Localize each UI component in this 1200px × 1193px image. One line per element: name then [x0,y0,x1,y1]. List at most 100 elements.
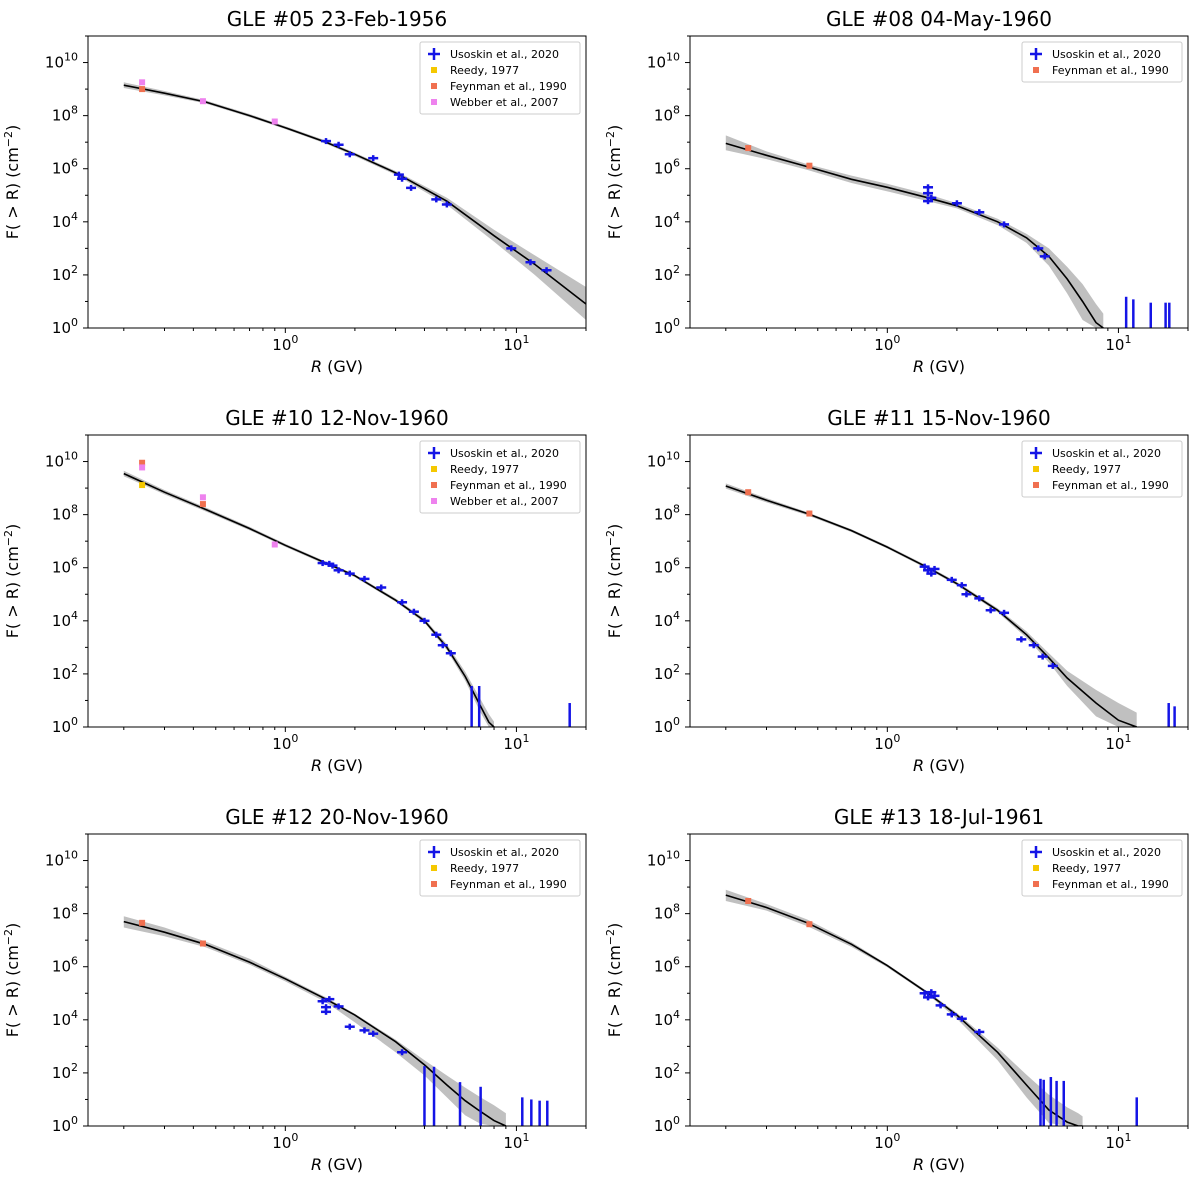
confidence-band [725,135,1104,328]
legend-box [419,440,581,514]
point-usoskin [923,567,934,574]
legend-label-feynman: Feynman et al., 1990 [450,80,567,93]
point-feynman [139,459,146,466]
y-tick-label: 108 [654,902,680,923]
y-tick-label: 100 [654,316,680,337]
legend-marker-feynman [431,482,437,488]
point-usoskin [431,196,442,203]
legend-marker-reedy [1033,466,1039,472]
point-webber [271,118,278,125]
x-tick-label: 100 [272,1131,298,1152]
point-usoskin [333,141,344,148]
point-usoskin [956,582,967,589]
legend-box [1021,41,1183,83]
panel-gle-05: GLE #05 23-Feb-1956 100 102 104 106 108 1010 10… [2,7,587,376]
point-usoskin [506,245,517,252]
y-tick-label: 100 [52,1114,78,1135]
point-usoskin [317,998,328,1005]
point-usoskin [397,1049,408,1056]
point-usoskin [541,267,552,274]
plot-area [123,79,586,320]
point-usoskin [1016,636,1027,643]
axes-frame [87,434,587,728]
y-tick-label: 1010 [45,450,78,471]
legend-label-feynman: Feynman et al., 1990 [1052,479,1169,492]
legend-label-feynman: Feynman et al., 1990 [1052,64,1169,77]
legend-label-feynman: Feynman et al., 1990 [450,479,567,492]
point-usoskin [926,989,937,996]
point-usoskin [368,155,379,162]
point-usoskin [935,1002,946,1009]
point-usoskin [376,584,387,591]
point-webber [139,464,146,471]
fit-line [123,920,507,1126]
fit-line [123,84,586,305]
point-usoskin [321,1008,332,1015]
legend-marker-feynman [1033,482,1039,488]
plot-area [123,459,571,727]
plot-area [123,916,549,1126]
legend-label-usoskin: Usoskin et al., 2020 [450,447,559,460]
legend-label-reedy: Reedy, 1977 [1052,463,1121,476]
point-usoskin [946,576,957,583]
y-tick-label: 102 [52,1061,78,1082]
y-tick-label: 108 [52,503,78,524]
legend-label-feynman: Feynman et al., 1990 [1052,878,1169,891]
legend-label-usoskin: Usoskin et al., 2020 [450,48,559,61]
point-usoskin [919,563,930,570]
chart-title: GLE #10 12-Nov-1960 [225,406,448,430]
y-axis-label: F( > R) (cm−2) [2,524,22,639]
y-axis-label: F( > R) (cm−2) [604,125,624,240]
y-tick-label: 108 [52,104,78,125]
point-usoskin [1037,653,1048,660]
legend: Usoskin et al., 2020 Reedy, 1977 Feynman e… [419,41,581,115]
y-tick-label: 108 [654,503,680,524]
point-usoskin [929,992,940,999]
point-usoskin [327,562,338,569]
legend-marker-reedy [1033,865,1039,871]
x-axis-label: R (GV) [913,756,965,775]
point-usoskin [926,194,937,201]
y-tick-label: 104 [52,210,78,231]
point-feynman [199,940,206,947]
point-usoskin [1047,662,1058,669]
point-usoskin [926,570,937,577]
legend: Usoskin et al., 2020 Feynman et al., 1990 [1021,41,1183,83]
y-tick-label: 104 [654,609,680,630]
y-tick-label: 102 [52,662,78,683]
point-usoskin [393,171,404,178]
x-tick-label: 100 [272,333,298,354]
legend-label-usoskin: Usoskin et al., 2020 [1052,48,1161,61]
y-tick-label: 106 [52,157,78,178]
point-usoskin [1039,253,1050,260]
point-feynman [806,162,813,169]
point-usoskin [431,631,442,638]
panel-gle-13: GLE #13 18-Jul-1961 100 102 104 106 108 1010 10… [604,805,1189,1174]
plot-area [725,483,1176,727]
point-feynman [139,86,146,93]
point-usoskin [419,617,430,624]
legend-label-webber: Webber et al., 2007 [450,96,559,109]
point-usoskin [974,1028,985,1035]
chart-title: GLE #08 04-May-1960 [826,7,1052,31]
y-tick-label: 104 [52,609,78,630]
fit-line [725,485,1137,727]
confidence-band [123,916,506,1126]
point-usoskin [359,575,370,582]
legend: Usoskin et al., 2020 Reedy, 1977 Feynman e… [1021,839,1183,897]
y-tick-label: 1010 [647,450,680,471]
x-tick-label: 101 [503,333,529,354]
x-tick-label: 101 [1105,1131,1131,1152]
point-usoskin [324,996,335,1003]
legend-marker-feynman [1033,67,1039,73]
point-webber [139,79,146,86]
point-feynman [745,145,752,152]
y-tick-label: 102 [654,263,680,284]
y-tick-label: 102 [654,1061,680,1082]
panel-gle-10: GLE #10 12-Nov-1960 100 102 104 106 108 1010 10… [2,406,587,775]
point-usoskin [1033,245,1044,252]
x-axis-label: R (GV) [311,357,363,376]
y-axis-label: F( > R) (cm−2) [604,524,624,639]
point-usoskin [525,259,536,266]
